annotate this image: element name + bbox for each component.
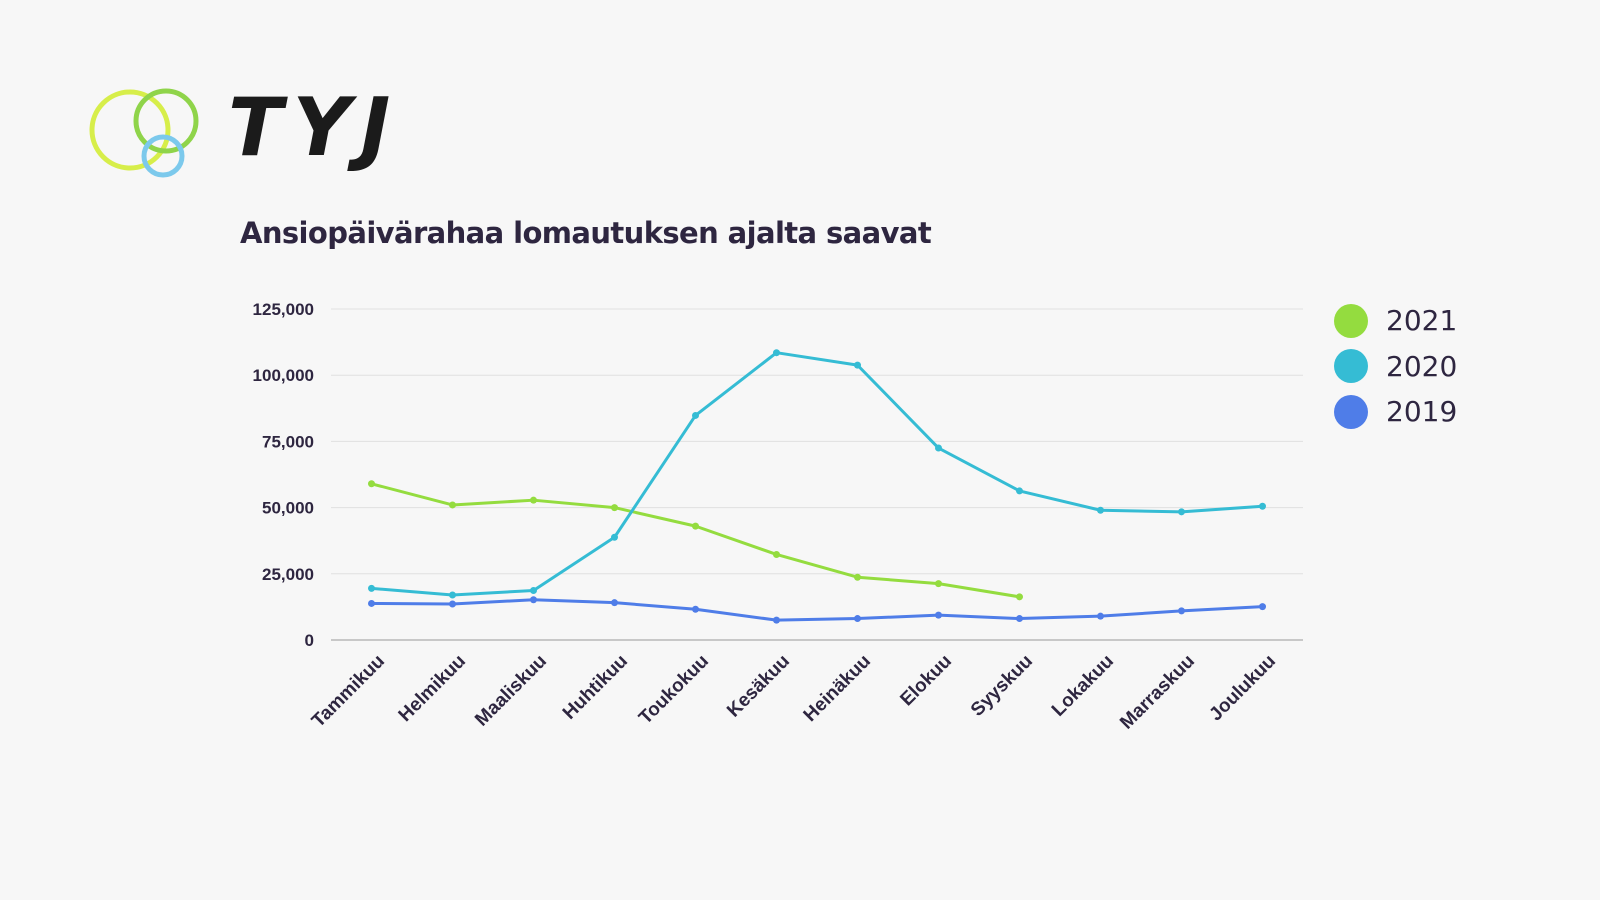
data-point-2020 — [854, 361, 861, 369]
data-point-2019 — [773, 616, 780, 624]
data-point-2021 — [773, 550, 780, 558]
data-point-2020 — [1178, 508, 1185, 516]
data-point-2021 — [1016, 593, 1023, 601]
data-point-2019 — [368, 599, 375, 607]
x-tick-label: Heinäkuu — [800, 651, 875, 726]
logo-rings-icon — [89, 88, 199, 178]
logo-ring-yellow — [89, 89, 171, 171]
x-tick-label: Kesäkuu — [723, 651, 794, 722]
x-tick-label: Maaliskuu — [471, 651, 551, 731]
logo-ring-blue — [141, 134, 185, 178]
data-point-2019 — [449, 600, 456, 608]
logo-ring-green — [133, 88, 199, 154]
data-point-2020 — [1259, 502, 1266, 510]
data-point-2021 — [368, 480, 375, 488]
data-point-2020 — [449, 591, 456, 599]
data-point-2019 — [530, 596, 537, 604]
y-tick-label: 100,000 — [253, 366, 314, 385]
data-point-2021 — [449, 501, 456, 509]
x-tick-label: Huhtikuu — [559, 651, 632, 724]
legend-swatch — [1334, 303, 1368, 338]
data-point-2021 — [692, 522, 699, 530]
data-point-2021 — [611, 504, 618, 512]
x-tick-label: Helmikuu — [395, 651, 470, 726]
x-tick-label: Elokuu — [896, 651, 956, 711]
data-point-2021 — [530, 496, 537, 504]
x-tick-label: Toukokuu — [635, 651, 713, 729]
legend-label: 2021 — [1386, 304, 1458, 338]
data-point-2020 — [1097, 506, 1104, 514]
legend-label: 2019 — [1386, 395, 1458, 429]
data-point-2021 — [935, 580, 942, 588]
data-point-2019 — [854, 615, 861, 623]
legend-item-2021: 2021 — [1334, 298, 1457, 344]
data-point-2020 — [1016, 487, 1023, 495]
logo-text: TYJ — [228, 81, 401, 174]
legend-item-2020: 2020 — [1334, 344, 1457, 390]
data-point-2019 — [1097, 612, 1104, 620]
data-point-2019 — [611, 599, 618, 607]
data-point-2019 — [1178, 607, 1185, 615]
legend-item-2019: 2019 — [1334, 389, 1457, 435]
x-tick-label: Lokakuu — [1048, 651, 1118, 721]
y-tick-label: 0 — [305, 631, 314, 650]
data-point-2020 — [692, 411, 699, 419]
data-point-2020 — [773, 349, 780, 357]
data-point-2020 — [530, 586, 537, 594]
data-point-2020 — [935, 444, 942, 452]
data-point-2021 — [854, 573, 861, 581]
x-tick-label: Marraskuu — [1116, 651, 1199, 734]
x-tick-label: Syyskuu — [967, 651, 1037, 721]
series-line-2020 — [371, 351, 1263, 597]
y-tick-label: 75,000 — [262, 432, 314, 451]
legend-swatch — [1334, 394, 1368, 429]
x-tick-label: Tammikuu — [308, 651, 389, 732]
data-point-2020 — [368, 584, 375, 592]
legend-swatch — [1334, 349, 1368, 384]
legend: 2021 2020 2019 — [1334, 298, 1457, 435]
y-tick-label: 125,000 — [253, 300, 314, 319]
y-tick-label: 50,000 — [262, 499, 314, 518]
logo — [86, 86, 386, 186]
data-point-2019 — [1259, 603, 1266, 611]
series-line-2021 — [371, 482, 1020, 599]
legend-label: 2020 — [1386, 349, 1458, 383]
data-point-2019 — [692, 605, 699, 613]
chart-title: Ansiopäivärahaa lomautuksen ajalta saava… — [240, 216, 932, 250]
data-point-2019 — [1016, 615, 1023, 623]
x-tick-label: Joulukuu — [1205, 651, 1280, 726]
y-tick-label: 25,000 — [262, 565, 314, 584]
data-point-2020 — [611, 533, 618, 541]
data-point-2019 — [935, 611, 942, 619]
series-line-2019 — [371, 598, 1263, 622]
